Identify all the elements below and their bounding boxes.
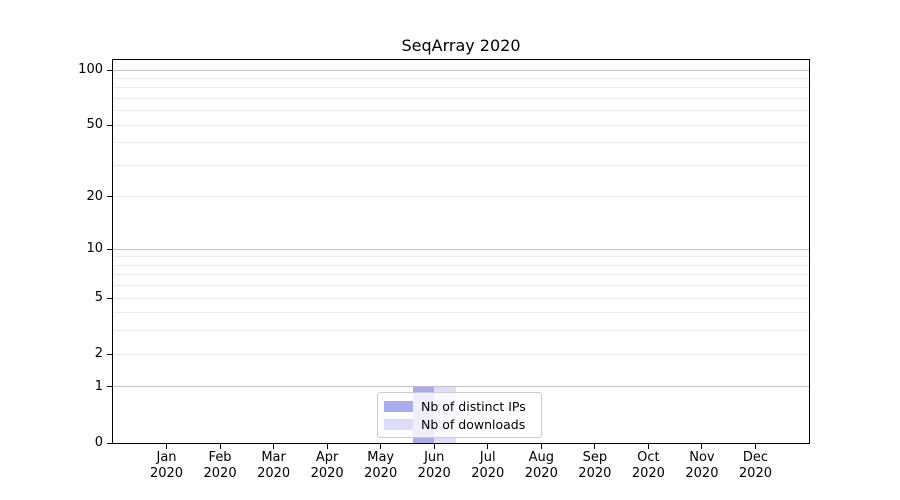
x-tick-label: Sep 2020 (578, 450, 612, 481)
y-tick-label: 50 (86, 117, 103, 133)
legend-item-downloads: Nb of downloads (384, 415, 535, 433)
legend: Nb of distinct IPs Nb of downloads (377, 392, 542, 438)
y-axis-tick (107, 442, 112, 444)
y-tick-label: 20 (86, 188, 103, 204)
y-axis-tick (107, 297, 112, 299)
legend-label-downloads: Nb of downloads (421, 416, 526, 432)
x-tick-label: Dec 2020 (738, 450, 772, 481)
x-axis-tick (647, 444, 649, 449)
legend-swatch-downloads (384, 418, 413, 430)
x-axis-tick (433, 444, 435, 449)
plot-area: 0 1 2 5 10 20 50 100 Jan 2020 Feb 2020 Mar 2020 Apr… (78, 59, 810, 481)
x-axis-tick (701, 444, 703, 449)
minor-gridline (113, 164, 809, 166)
minor-gridline (113, 77, 809, 79)
y-tick-label: 2 (94, 346, 103, 362)
x-tick-label: Apr 2020 (310, 450, 344, 481)
x-axis-tick (754, 444, 756, 449)
minor-gridline (113, 264, 809, 266)
minor-gridline (113, 87, 809, 89)
y-axis-tick (107, 386, 112, 388)
minor-gridline (113, 142, 809, 144)
x-tick-label: Jul 2020 (471, 450, 505, 481)
y-axis-tick (107, 248, 112, 250)
x-axis-tick (540, 444, 542, 449)
y-tick-label: 100 (78, 62, 103, 77)
minor-gridline (113, 285, 809, 287)
legend-swatch-distinct-ips (384, 400, 413, 412)
x-axis-tick (219, 444, 221, 449)
legend-label-distinct-ips: Nb of distinct IPs (421, 398, 526, 414)
x-tick-label: Oct 2020 (631, 450, 665, 481)
minor-gridline (113, 256, 809, 258)
x-tick-label: Jan 2020 (149, 450, 184, 481)
minor-gridline (113, 274, 809, 276)
y-tick-label: 1 (94, 378, 103, 394)
x-tick-label: Aug 2020 (524, 450, 558, 481)
x-axis-tick (380, 444, 382, 449)
x-axis-tick (487, 444, 489, 449)
minor-gridline (113, 196, 809, 198)
x-tick-label: Mar 2020 (257, 450, 291, 481)
x-tick-label: Nov 2020 (685, 450, 719, 481)
x-axis-tick (326, 444, 328, 449)
minor-gridline (113, 124, 809, 126)
minor-gridline (113, 97, 809, 99)
major-gridline (113, 248, 809, 250)
y-axis-tick (107, 124, 112, 126)
x-tick-label: Jun 2020 (417, 450, 451, 481)
minor-gridline (113, 312, 809, 314)
y-tick-label: 0 (94, 435, 103, 450)
x-tick-label: May 2020 (364, 450, 398, 481)
minor-gridline (113, 110, 809, 112)
minor-gridline (113, 353, 809, 355)
x-axis-tick (273, 444, 275, 449)
major-gridline (113, 386, 809, 388)
chart-title: SeqArray 2020 (401, 36, 521, 55)
x-tick-label: Feb 2020 (203, 450, 237, 481)
y-tick-label: 10 (86, 241, 103, 257)
y-axis-tick (107, 353, 112, 355)
x-axis-tick (166, 444, 168, 449)
legend-item-distinct-ips: Nb of distinct IPs (384, 397, 535, 415)
y-axis-tick (107, 196, 112, 198)
y-tick-label: 5 (94, 290, 103, 306)
minor-gridline (113, 330, 809, 332)
minor-gridline (113, 297, 809, 299)
major-gridline (113, 69, 809, 71)
y-axis-tick (107, 69, 112, 71)
x-axis-tick (594, 444, 596, 449)
